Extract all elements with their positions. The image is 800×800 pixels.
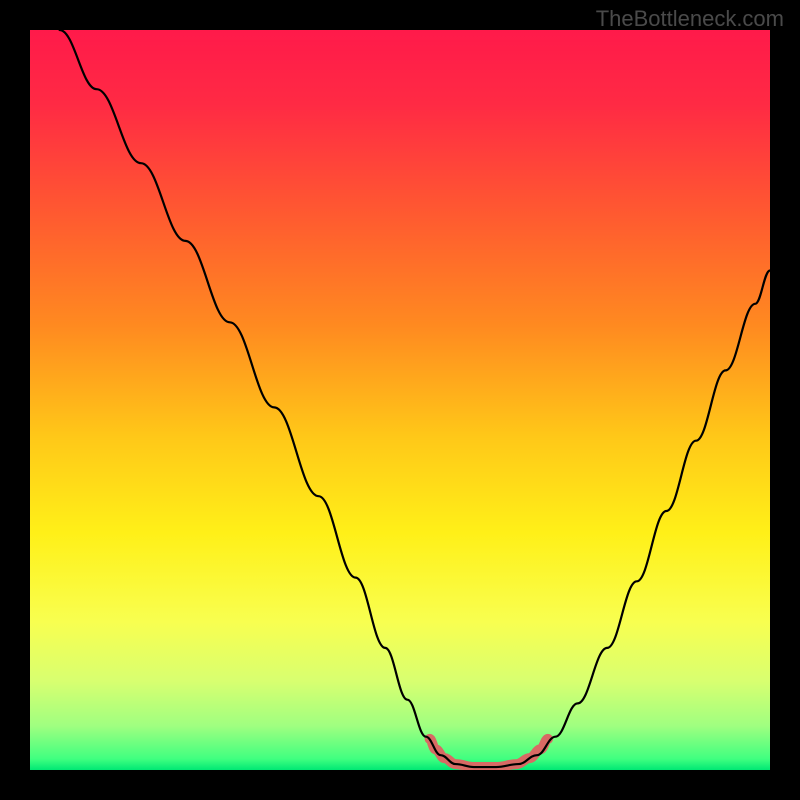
watermark-text: TheBottleneck.com	[596, 6, 784, 32]
gradient-background	[30, 30, 770, 770]
chart-container: TheBottleneck.com	[0, 0, 800, 800]
plot-area	[30, 30, 770, 770]
